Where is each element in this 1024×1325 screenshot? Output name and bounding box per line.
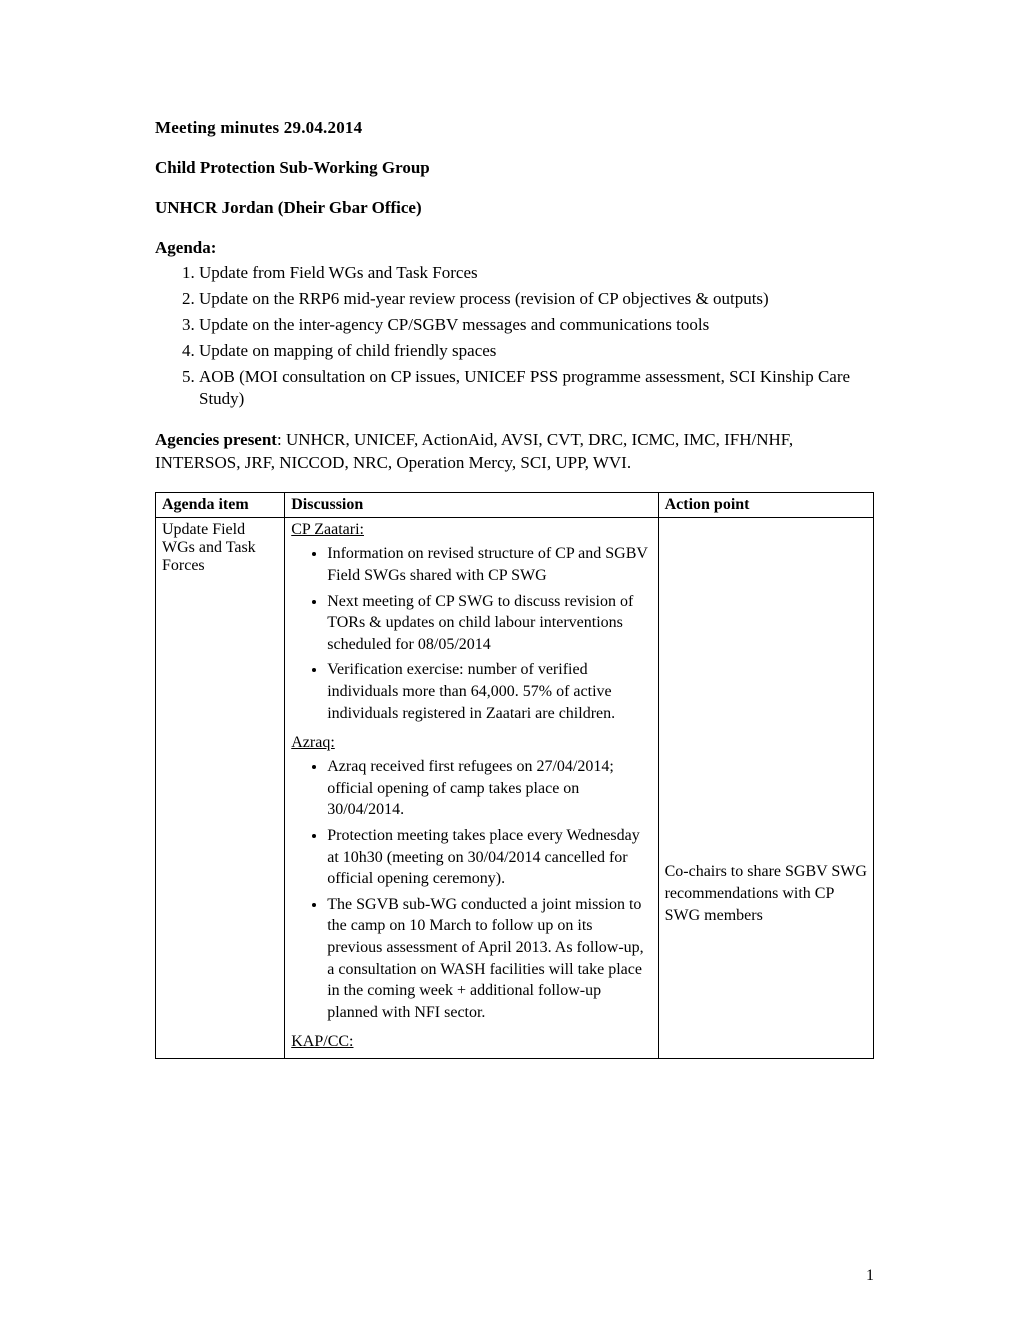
minutes-table: Agenda item Discussion Action point Upda… [155, 492, 874, 1059]
working-group-name: Child Protection Sub-Working Group [155, 158, 874, 178]
table-header-row: Agenda item Discussion Action point [156, 493, 874, 518]
agenda-item: Update on the inter-agency CP/SGBV messa… [199, 314, 874, 336]
cell-agenda-item: Update Field WGs and Task Forces [156, 518, 285, 1059]
col-header-action: Action point [658, 493, 873, 518]
table-row: Update Field WGs and Task Forces CP Zaat… [156, 518, 874, 1059]
agenda-list: Update from Field WGs and Task Forces Up… [199, 262, 874, 411]
list-item: Information on revised structure of CP a… [327, 543, 651, 586]
meeting-title: Meeting minutes 29.04.2014 [155, 118, 874, 138]
list-item: Verification exercise: number of verifie… [327, 659, 651, 724]
document-page: Meeting minutes 29.04.2014 Child Protect… [0, 0, 1024, 1325]
agenda-item: AOB (MOI consultation on CP issues, UNIC… [199, 366, 874, 410]
zaatari-list: Information on revised structure of CP a… [327, 543, 651, 724]
cell-discussion: CP Zaatari: Information on revised struc… [285, 518, 658, 1059]
zaatari-heading: CP Zaatari: [291, 521, 651, 539]
office-name: UNHCR Jordan (Dheir Gbar Office) [155, 198, 874, 218]
agencies-label: Agencies present [155, 430, 277, 449]
azraq-list: Azraq received first refugees on 27/04/2… [327, 756, 651, 1023]
col-header-discussion: Discussion [285, 493, 658, 518]
agencies-present: Agencies present: UNHCR, UNICEF, ActionA… [155, 429, 874, 475]
page-number: 1 [866, 1267, 874, 1285]
azraq-heading: Azraq: [291, 734, 651, 752]
cell-action: Co-chairs to share SGBV SWG recommendati… [658, 518, 873, 1059]
agenda-item: Update on the RRP6 mid-year review proce… [199, 288, 874, 310]
agenda-heading: Agenda: [155, 238, 874, 258]
col-header-agenda: Agenda item [156, 493, 285, 518]
agenda-item: Update from Field WGs and Task Forces [199, 262, 874, 284]
list-item: The SGVB sub-WG conducted a joint missio… [327, 894, 651, 1024]
list-item: Next meeting of CP SWG to discuss revisi… [327, 591, 651, 656]
agenda-item: Update on mapping of child friendly spac… [199, 340, 874, 362]
list-item: Protection meeting takes place every Wed… [327, 825, 651, 890]
list-item: Azraq received first refugees on 27/04/2… [327, 756, 651, 821]
action-point-text: Co-chairs to share SGBV SWG recommendati… [665, 861, 867, 926]
kapcc-heading: KAP/CC: [291, 1033, 651, 1051]
